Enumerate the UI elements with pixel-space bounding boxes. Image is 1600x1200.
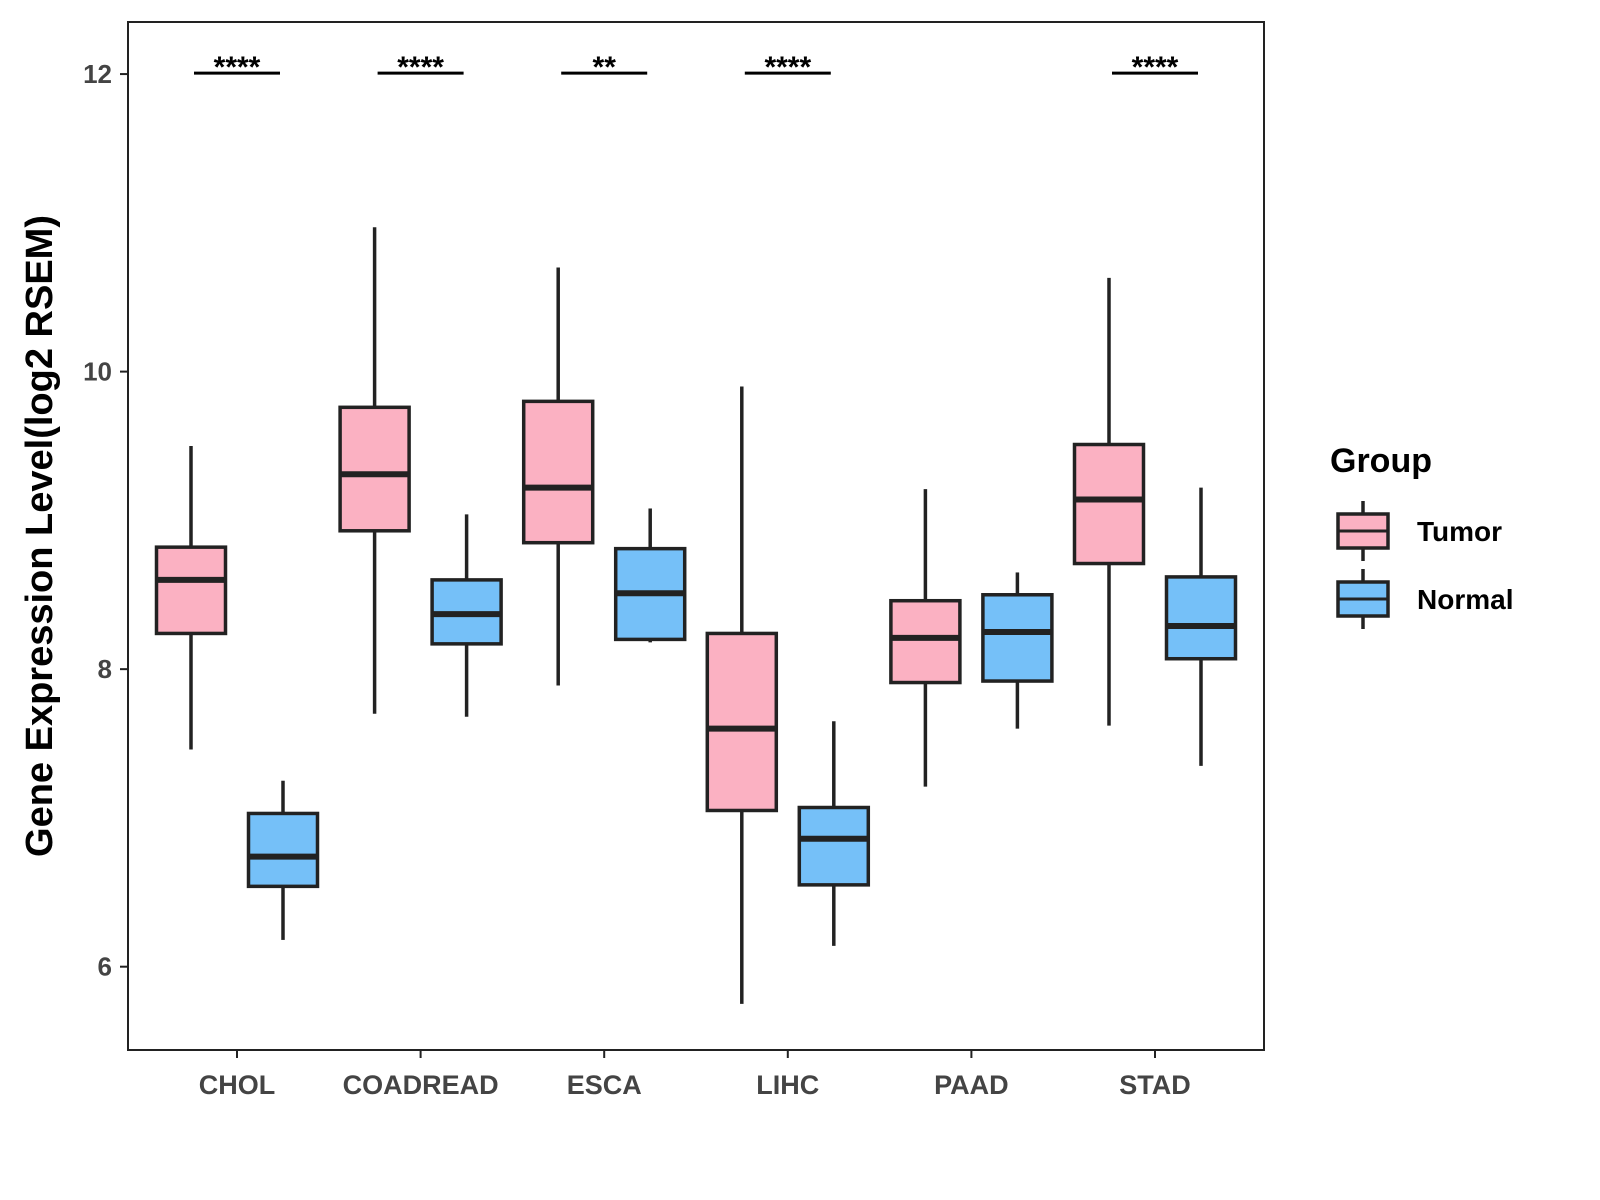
box-iqr	[981, 593, 1054, 683]
significance-label: ****	[1132, 51, 1179, 84]
normal-box-paad	[981, 572, 1054, 729]
tumor-box-lihc	[705, 386, 779, 1004]
x-tick-label: ESCA	[567, 1070, 642, 1100]
legend-item-normal: Normal	[1336, 569, 1513, 629]
x-tick-label: COADREAD	[343, 1070, 499, 1100]
box-iqr	[338, 405, 411, 533]
box-iqr	[889, 598, 962, 685]
normal-box-stad	[1164, 487, 1238, 766]
legend-title: Group	[1330, 442, 1432, 480]
y-axis-label: Gene Expression Level(log2 RSEM)	[19, 215, 61, 857]
legend-label: Normal	[1417, 584, 1513, 615]
box-iqr	[521, 399, 595, 545]
y-tick-label: 12	[83, 59, 112, 89]
box-iqr	[154, 545, 228, 636]
box-iqr	[797, 805, 871, 887]
box-iqr	[705, 631, 779, 813]
tumor-box-coadread	[338, 227, 411, 714]
normal-box-lihc	[797, 721, 871, 946]
x-tick-label: CHOL	[199, 1070, 276, 1100]
legend-item-tumor: Tumor	[1336, 501, 1502, 561]
box-iqr	[246, 811, 320, 889]
significance-label: ****	[214, 51, 261, 84]
significance-label: **	[593, 51, 617, 84]
normal-box-chol	[246, 780, 320, 940]
box-iqr	[1072, 442, 1146, 566]
y-tick-label: 10	[83, 357, 112, 387]
x-tick-label: LIHC	[756, 1070, 819, 1100]
tumor-box-chol	[154, 445, 228, 750]
legend-label: Tumor	[1417, 516, 1502, 547]
x-tick-label: PAAD	[934, 1070, 1009, 1100]
box-iqr	[1164, 575, 1238, 661]
normal-box-esca	[613, 508, 687, 643]
tumor-box-paad	[889, 489, 962, 787]
x-tick-label: STAD	[1119, 1070, 1191, 1100]
y-tick-label: 6	[98, 952, 112, 982]
normal-box-coadread	[430, 514, 503, 717]
y-tick-label: 8	[98, 654, 112, 684]
significance-label: ****	[764, 51, 811, 84]
tumor-box-stad	[1072, 277, 1146, 726]
significance-label: ****	[397, 51, 444, 84]
tumor-box-esca	[521, 267, 595, 686]
